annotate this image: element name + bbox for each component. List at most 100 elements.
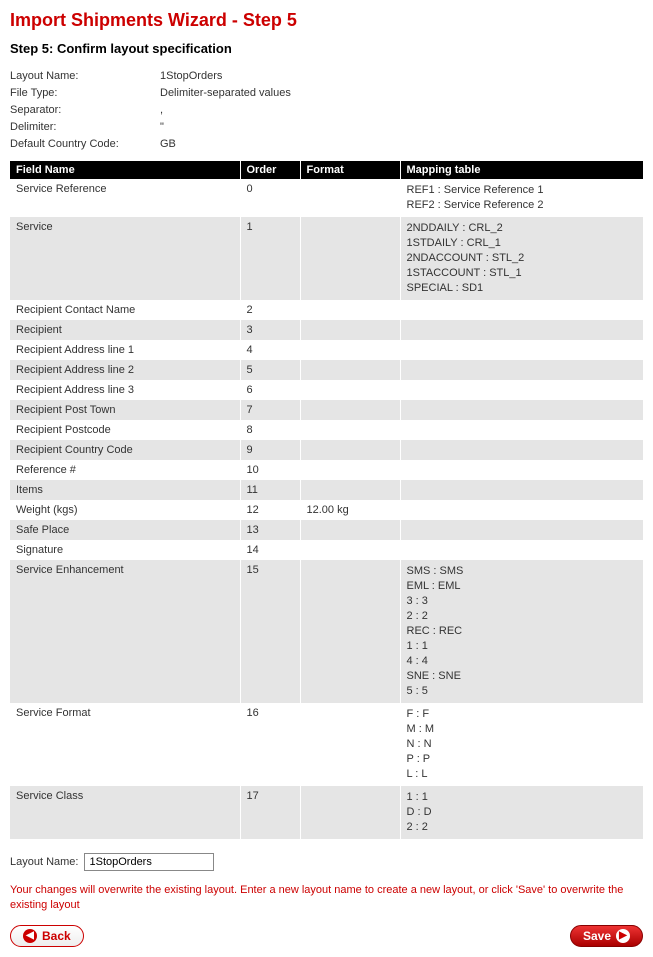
- col-mapping: Mapping table: [400, 161, 643, 179]
- chevron-left-icon: ◀: [23, 929, 37, 943]
- mapping-line: REC : REC: [407, 624, 638, 639]
- cell-field-name: Service Class: [10, 786, 240, 839]
- cell-order: 10: [240, 460, 300, 480]
- mapping-line: REF2 : Service Reference 2: [407, 198, 638, 213]
- cell-field-name: Recipient Country Code: [10, 440, 240, 460]
- cell-format: [300, 320, 400, 340]
- meta-separator-label: Separator:: [10, 102, 160, 119]
- cell-order: 0: [240, 179, 300, 217]
- cell-format: 12.00 kg: [300, 500, 400, 520]
- table-row: Recipient Post Town7: [10, 400, 643, 420]
- table-row: Recipient Address line 36: [10, 380, 643, 400]
- cell-field-name: Service: [10, 217, 240, 300]
- layout-name-input[interactable]: [84, 853, 214, 871]
- mapping-line: L : L: [407, 767, 638, 782]
- cell-format: [300, 400, 400, 420]
- mapping-line: N : N: [407, 737, 638, 752]
- table-row: Reference #10: [10, 460, 643, 480]
- chevron-right-icon: ▶: [616, 929, 630, 943]
- cell-mapping: [400, 400, 643, 420]
- cell-field-name: Recipient: [10, 320, 240, 340]
- cell-order: 9: [240, 440, 300, 460]
- cell-mapping: [400, 360, 643, 380]
- save-button[interactable]: Save ▶: [570, 925, 643, 947]
- page-title: Import Shipments Wizard - Step 5: [10, 10, 643, 31]
- layout-meta: Layout Name: 1StopOrders File Type: Deli…: [10, 68, 643, 153]
- cell-field-name: Reference #: [10, 460, 240, 480]
- cell-order: 8: [240, 420, 300, 440]
- meta-delimiter-label: Delimiter:: [10, 119, 160, 136]
- mapping-line: 2NDACCOUNT : STL_2: [407, 251, 638, 266]
- col-format: Format: [300, 161, 400, 179]
- table-row: Signature14: [10, 540, 643, 560]
- cell-mapping: SMS : SMSEML : EML3 : 32 : 2REC : REC1 :…: [400, 560, 643, 703]
- mapping-line: 1STDAILY : CRL_1: [407, 236, 638, 251]
- table-row: Service Enhancement15 SMS : SMSEML : EML3…: [10, 560, 643, 703]
- table-row: Recipient3: [10, 320, 643, 340]
- table-row: Weight (kgs)1212.00 kg: [10, 500, 643, 520]
- cell-format: [300, 703, 400, 786]
- cell-field-name: Service Enhancement: [10, 560, 240, 703]
- cell-mapping: 2NDDAILY : CRL_21STDAILY : CRL_12NDACCOU…: [400, 217, 643, 300]
- cell-field-name: Weight (kgs): [10, 500, 240, 520]
- cell-mapping: [400, 380, 643, 400]
- cell-field-name: Recipient Address line 3: [10, 380, 240, 400]
- mapping-line: F : F: [407, 707, 638, 722]
- cell-mapping: F : FM : MN : NP : PL : L: [400, 703, 643, 786]
- layout-name-label: Layout Name:: [10, 856, 78, 868]
- cell-order: 16: [240, 703, 300, 786]
- mapping-line: 5 : 5: [407, 684, 638, 699]
- mapping-line: 3 : 3: [407, 594, 638, 609]
- mapping-line: 4 : 4: [407, 654, 638, 669]
- mapping-line: REF1 : Service Reference 1: [407, 183, 638, 198]
- table-row: Safe Place13: [10, 520, 643, 540]
- page-subtitle: Step 5: Confirm layout specification: [10, 41, 643, 56]
- meta-country-code-label: Default Country Code:: [10, 136, 160, 153]
- fields-table: Field Name Order Format Mapping table Se…: [10, 161, 643, 839]
- cell-order: 17: [240, 786, 300, 839]
- cell-mapping: [400, 480, 643, 500]
- cell-order: 3: [240, 320, 300, 340]
- table-row: Service Format16 F : FM : MN : NP : PL : …: [10, 703, 643, 786]
- cell-mapping: [400, 420, 643, 440]
- cell-order: 15: [240, 560, 300, 703]
- cell-mapping: [400, 300, 643, 320]
- cell-field-name: Recipient Address line 1: [10, 340, 240, 360]
- cell-order: 7: [240, 400, 300, 420]
- cell-mapping: [400, 540, 643, 560]
- table-row: Recipient Postcode8: [10, 420, 643, 440]
- cell-order: 11: [240, 480, 300, 500]
- mapping-line: P : P: [407, 752, 638, 767]
- cell-field-name: Service Format: [10, 703, 240, 786]
- meta-file-type-value: Delimiter-separated values: [160, 85, 291, 102]
- overwrite-warning: Your changes will overwrite the existing…: [10, 883, 643, 913]
- cell-mapping: [400, 340, 643, 360]
- table-row: Recipient Address line 14: [10, 340, 643, 360]
- cell-field-name: Recipient Contact Name: [10, 300, 240, 320]
- mapping-line: SNE : SNE: [407, 669, 638, 684]
- table-row: Recipient Address line 25: [10, 360, 643, 380]
- save-button-label: Save: [583, 929, 611, 943]
- cell-mapping: [400, 500, 643, 520]
- cell-field-name: Service Reference: [10, 179, 240, 217]
- mapping-line: EML : EML: [407, 579, 638, 594]
- back-button[interactable]: ◀ Back: [10, 925, 84, 947]
- meta-country-code-value: GB: [160, 136, 176, 153]
- cell-mapping: REF1 : Service Reference 1REF2 : Service…: [400, 179, 643, 217]
- meta-separator-value: ,: [160, 102, 163, 119]
- meta-file-type-label: File Type:: [10, 85, 160, 102]
- mapping-line: SPECIAL : SD1: [407, 281, 638, 296]
- cell-format: [300, 300, 400, 320]
- meta-layout-name-value: 1StopOrders: [160, 68, 222, 85]
- cell-order: 6: [240, 380, 300, 400]
- cell-format: [300, 340, 400, 360]
- meta-delimiter-value: ": [160, 119, 164, 136]
- cell-order: 4: [240, 340, 300, 360]
- table-row: Service12NDDAILY : CRL_21STDAILY : CRL_1…: [10, 217, 643, 300]
- cell-format: [300, 380, 400, 400]
- cell-mapping: 1 : 1D : D2 : 2: [400, 786, 643, 839]
- mapping-line: 1STACCOUNT : STL_1: [407, 266, 638, 281]
- cell-format: [300, 520, 400, 540]
- mapping-line: 2NDDAILY : CRL_2: [407, 221, 638, 236]
- cell-format: [300, 480, 400, 500]
